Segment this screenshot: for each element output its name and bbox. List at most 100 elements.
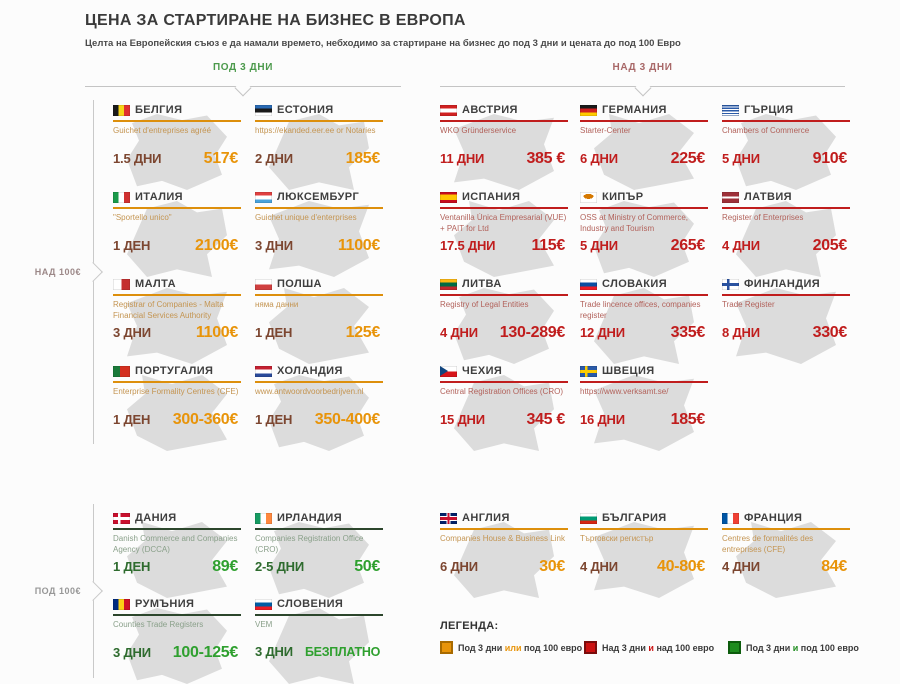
price-value: 89€ xyxy=(212,558,238,575)
card-header: АНГЛИЯ xyxy=(440,512,568,530)
price-value: 300-360€ xyxy=(172,411,239,428)
card-values: 15 ДНИ 345 € xyxy=(440,411,568,429)
country-name: ФИНЛАНДИЯ xyxy=(744,278,821,290)
days-value: 4 ДНИ xyxy=(580,559,618,574)
price-value: 30€ xyxy=(539,558,565,575)
card-values: 2-5 ДНИ 50€ xyxy=(255,558,383,576)
card-row: ДАНИЯ Danish Commerce and Companies Agenc… xyxy=(113,512,852,598)
price-value: 100-125€ xyxy=(172,644,239,661)
card-header: ДАНИЯ xyxy=(113,512,241,530)
belgium-map-silhouette xyxy=(127,114,227,190)
country-name: ЧЕХИЯ xyxy=(462,365,503,377)
country-card-austria: АВСТРИЯ WKO Gründerservice 11 ДНИ 385 € xyxy=(440,104,568,190)
card-header: АВСТРИЯ xyxy=(440,104,568,122)
latvia-flag-icon xyxy=(722,191,739,203)
country-name: БЪЛГАРИЯ xyxy=(602,512,667,524)
days-value: 1 ДЕН xyxy=(255,325,293,340)
card-header: ХОЛАНДИЯ xyxy=(255,365,383,383)
days-value: 1 ДЕН xyxy=(113,559,151,574)
card-header: БЪЛГАРИЯ xyxy=(580,512,708,530)
country-card-spain: ИСПАНИЯ Ventanilla Única Empresarial (VUE… xyxy=(440,191,568,277)
authority-name: Търговски регистър xyxy=(580,534,654,543)
days-value: 5 ДНИ xyxy=(722,151,760,166)
price-value: 1100€ xyxy=(195,324,238,341)
greece-map-silhouette xyxy=(736,114,836,190)
legend-title: ЛЕГЕНДА: xyxy=(440,620,499,632)
country-name: РУМЪНИЯ xyxy=(135,598,195,610)
authority-name: Guichet d'entreprises agréé xyxy=(113,126,212,135)
authority-name: Companies Registration Office (CRO) xyxy=(255,534,364,554)
card-header: ГЪРЦИЯ xyxy=(722,104,850,122)
romania-flag-icon xyxy=(113,598,130,610)
green-square-icon xyxy=(728,641,741,654)
lithuania-map-silhouette xyxy=(454,288,554,364)
legend-item-orange: Под 3 дни или под 100 евро xyxy=(440,641,584,654)
country-name: КИПЪР xyxy=(602,191,644,203)
legend-items: Под 3 дни или под 100 евро Над 3 дни и на… xyxy=(440,641,890,654)
country-name: ИТАЛИЯ xyxy=(135,191,183,203)
country-name: ШВЕЦИЯ xyxy=(602,365,655,377)
card-values: 4 ДНИ 84€ xyxy=(722,558,850,576)
country-card-england: АНГЛИЯ Companies House & Business Link 6 Д… xyxy=(440,512,568,598)
country-card-belgium: БЕЛГИЯ Guichet d'entreprises agréé 1.5 ДНИ… xyxy=(113,104,241,190)
country-card-denmark: ДАНИЯ Danish Commerce and Companies Agenc… xyxy=(113,512,241,598)
price-value: 335€ xyxy=(670,324,706,341)
days-value: 1.5 ДНИ xyxy=(113,151,162,166)
card-header: ИСПАНИЯ xyxy=(440,191,568,209)
card-values: 4 ДНИ 205€ xyxy=(722,237,850,255)
price-value: 385 € xyxy=(526,150,565,167)
card-values: 1 ДЕН 125€ xyxy=(255,324,383,342)
red-square-icon xyxy=(584,641,597,654)
card-values: 6 ДНИ 225€ xyxy=(580,150,708,168)
days-value: 15 ДНИ xyxy=(440,412,485,427)
page-title: ЦЕНА ЗА СТАРТИРАНЕ НА БИЗНЕС В ЕВРОПА xyxy=(85,12,466,29)
days-value: 6 ДНИ xyxy=(440,559,478,574)
days-value: 4 ДНИ xyxy=(722,559,760,574)
estonia-flag-icon xyxy=(255,104,272,116)
authority-name: https://www.verksamt.se/ xyxy=(580,387,669,396)
days-value: 3 ДНИ xyxy=(255,238,293,253)
card-values: 4 ДНИ 130-289€ xyxy=(440,324,568,342)
days-value: 3 ДНИ xyxy=(255,644,293,659)
price-value: 185€ xyxy=(670,411,706,428)
card-values: 11 ДНИ 385 € xyxy=(440,150,568,168)
country-name: ЕСТОНИЯ xyxy=(277,104,334,116)
row-group-under-100-euro: ПОД 100€ xyxy=(35,504,103,678)
card-values: 5 ДНИ 265€ xyxy=(580,237,708,255)
sweden-map-silhouette xyxy=(594,375,694,451)
card-header: СЛОВЕНИЯ xyxy=(255,598,383,616)
days-value: 3 ДНИ xyxy=(113,325,151,340)
card-row: РУМЪНИЯ Counties Trade Registers 3 ДНИ 100-… xyxy=(113,598,852,684)
days-value: 3 ДНИ xyxy=(113,645,151,660)
authority-name: Registrar of Companies - Malta Financial… xyxy=(113,300,224,323)
authority-name: https://ekanded.eer.ee or Notaries xyxy=(255,126,376,135)
country-card-estonia: ЕСТОНИЯ https://ekanded.eer.ee or Notarie… xyxy=(255,104,383,190)
luxembourg-map-silhouette xyxy=(269,201,369,277)
poland-flag-icon xyxy=(255,278,272,290)
card-values: 3 ДНИ БЕЗПЛАТНО xyxy=(255,644,383,659)
column-group-label: ПОД 3 ДНИ xyxy=(212,62,273,73)
authority-name: Central Registration Offices (CRO) xyxy=(440,387,563,396)
italy-flag-icon xyxy=(113,191,130,203)
card-header: СЛОВАКИЯ xyxy=(580,278,708,296)
authority-name: Counties Trade Registers xyxy=(113,620,204,629)
country-card-france: ФРАНЦИЯ Centres de formalités des entrepr… xyxy=(722,512,850,598)
country-card-germany: ГЕРМАНИЯ Starter-Center 6 ДНИ 225€ xyxy=(580,104,708,190)
card-values: 8 ДНИ 330€ xyxy=(722,324,850,342)
price-value: 115€ xyxy=(531,237,565,254)
belgium-flag-icon xyxy=(113,104,130,116)
price-value: 330€ xyxy=(812,324,848,341)
country-name: ДАНИЯ xyxy=(135,512,177,524)
price-value: 84€ xyxy=(821,558,847,575)
authority-name: OSS at Ministry of Commerce, Industry an… xyxy=(580,213,689,233)
card-values: 12 ДНИ 335€ xyxy=(580,324,708,342)
card-header: ЛАТВИЯ xyxy=(722,191,850,209)
country-name: ХОЛАНДИЯ xyxy=(277,365,343,377)
country-name: ИРЛАНДИЯ xyxy=(277,512,343,524)
authority-name: Ventanilla Única Empresarial (VUE) + PAI… xyxy=(440,213,567,233)
country-card-romania: РУМЪНИЯ Counties Trade Registers 3 ДНИ 100-… xyxy=(113,598,241,684)
card-values: 6 ДНИ 30€ xyxy=(440,558,568,576)
section-under-100-euro: ДАНИЯ Danish Commerce and Companies Agenc… xyxy=(113,512,852,684)
price-value: 517€ xyxy=(203,150,239,167)
price-value: 125€ xyxy=(345,324,381,341)
